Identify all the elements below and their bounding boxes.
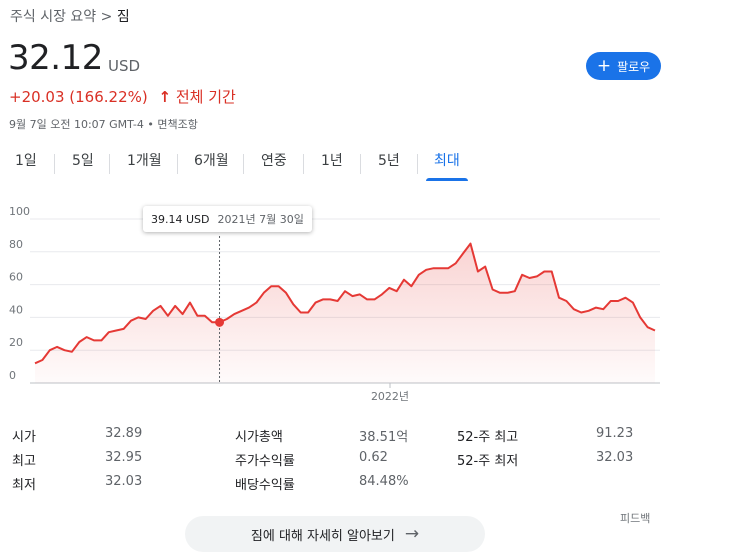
stat-value-low: 32.03	[105, 474, 143, 489]
change-period: 전체 기간	[175, 88, 236, 106]
y-tick-label: 20	[9, 336, 23, 349]
stat-value-dividend-yield: 84.48%	[359, 474, 409, 489]
tab-max[interactable]: 최대	[426, 150, 468, 181]
stat-value-52w-high: 91.23	[596, 426, 634, 441]
follow-button[interactable]: + 팔로우	[586, 52, 661, 80]
stat-value-pe-ratio: 0.62	[359, 450, 388, 465]
range-tabs: 1일 5일 1개월 6개월 연중 1년 5년 최대	[0, 150, 736, 181]
tab-1d[interactable]: 1일	[15, 153, 37, 169]
stat-value-high: 32.95	[105, 450, 143, 465]
y-tick-label: 100	[9, 205, 30, 218]
learn-more-label: 짐에 대해 자세히 알아보기	[250, 528, 395, 544]
follow-label: 팔로우	[617, 59, 651, 74]
tab-divider	[177, 154, 178, 174]
price-change: +20.03 (166.22%) ↑ 전체 기간	[9, 86, 236, 107]
change-value: +20.03 (166.22%)	[9, 88, 148, 106]
arrow-right-icon: →	[404, 524, 420, 544]
tab-divider	[360, 154, 361, 174]
breadcrumb-separator: >	[100, 9, 113, 25]
breadcrumb-current: 짐	[116, 9, 130, 25]
stat-value-market-cap: 38.51억	[359, 430, 409, 445]
tab-divider	[109, 154, 110, 174]
plus-icon: +	[596, 55, 612, 76]
stat-label-dividend-yield: 배당수익률	[235, 478, 295, 493]
tab-6m[interactable]: 6개월	[194, 153, 229, 169]
tab-divider	[54, 154, 55, 174]
tab-1m[interactable]: 1개월	[127, 153, 162, 169]
chart-tooltip: 39.14 USD 2021년 7월 30일	[143, 206, 312, 232]
stat-label-pe-ratio: 주가수익률	[235, 454, 295, 469]
tab-divider	[303, 154, 304, 174]
y-tick-label: 40	[9, 303, 23, 316]
breadcrumb-parent[interactable]: 주식 시장 요약	[10, 9, 97, 25]
price-chart[interactable]: 100 80 60 40 20 0 2022년	[0, 200, 736, 415]
stat-label-52w-high: 52-주 최고	[457, 430, 519, 445]
y-tick-label: 80	[9, 238, 23, 251]
hover-point	[215, 317, 225, 327]
price-area	[35, 243, 655, 383]
price-line	[34, 242, 656, 365]
stat-label-market-cap: 시가총액	[235, 430, 283, 445]
stock-price: 32.12	[8, 38, 103, 78]
stat-value-open: 32.89	[105, 426, 143, 441]
stat-label-low: 최저	[12, 478, 36, 493]
learn-more-button[interactable]: 짐에 대해 자세히 알아보기 →	[185, 516, 485, 552]
stat-label-open: 시가	[12, 430, 36, 445]
tab-divider	[243, 154, 244, 174]
y-tick-label: 60	[9, 271, 23, 284]
tab-divider	[417, 154, 418, 174]
breadcrumb: 주식 시장 요약 > 짐	[10, 6, 130, 26]
feedback-link[interactable]: 피드백	[620, 512, 651, 525]
x-tick-label: 2022년	[371, 390, 409, 403]
tooltip-date: 2021년 7월 30일	[217, 213, 304, 226]
currency-label: USD	[108, 57, 141, 75]
stat-label-52w-low: 52-주 최저	[457, 454, 519, 469]
y-tick-label: 0	[9, 369, 16, 382]
quote-timestamp: 9월 7일 오전 10:07 GMT-4 • 면책조항	[9, 118, 198, 131]
tab-5y[interactable]: 5년	[378, 153, 400, 169]
stat-value-52w-low: 32.03	[596, 450, 634, 465]
arrow-up-icon: ↑	[158, 88, 172, 106]
tooltip-value: 39.14 USD	[151, 212, 210, 226]
stat-label-high: 최고	[12, 454, 36, 469]
tab-ytd[interactable]: 연중	[261, 153, 287, 169]
tab-5d[interactable]: 5일	[72, 153, 94, 169]
tab-1y[interactable]: 1년	[321, 153, 343, 169]
